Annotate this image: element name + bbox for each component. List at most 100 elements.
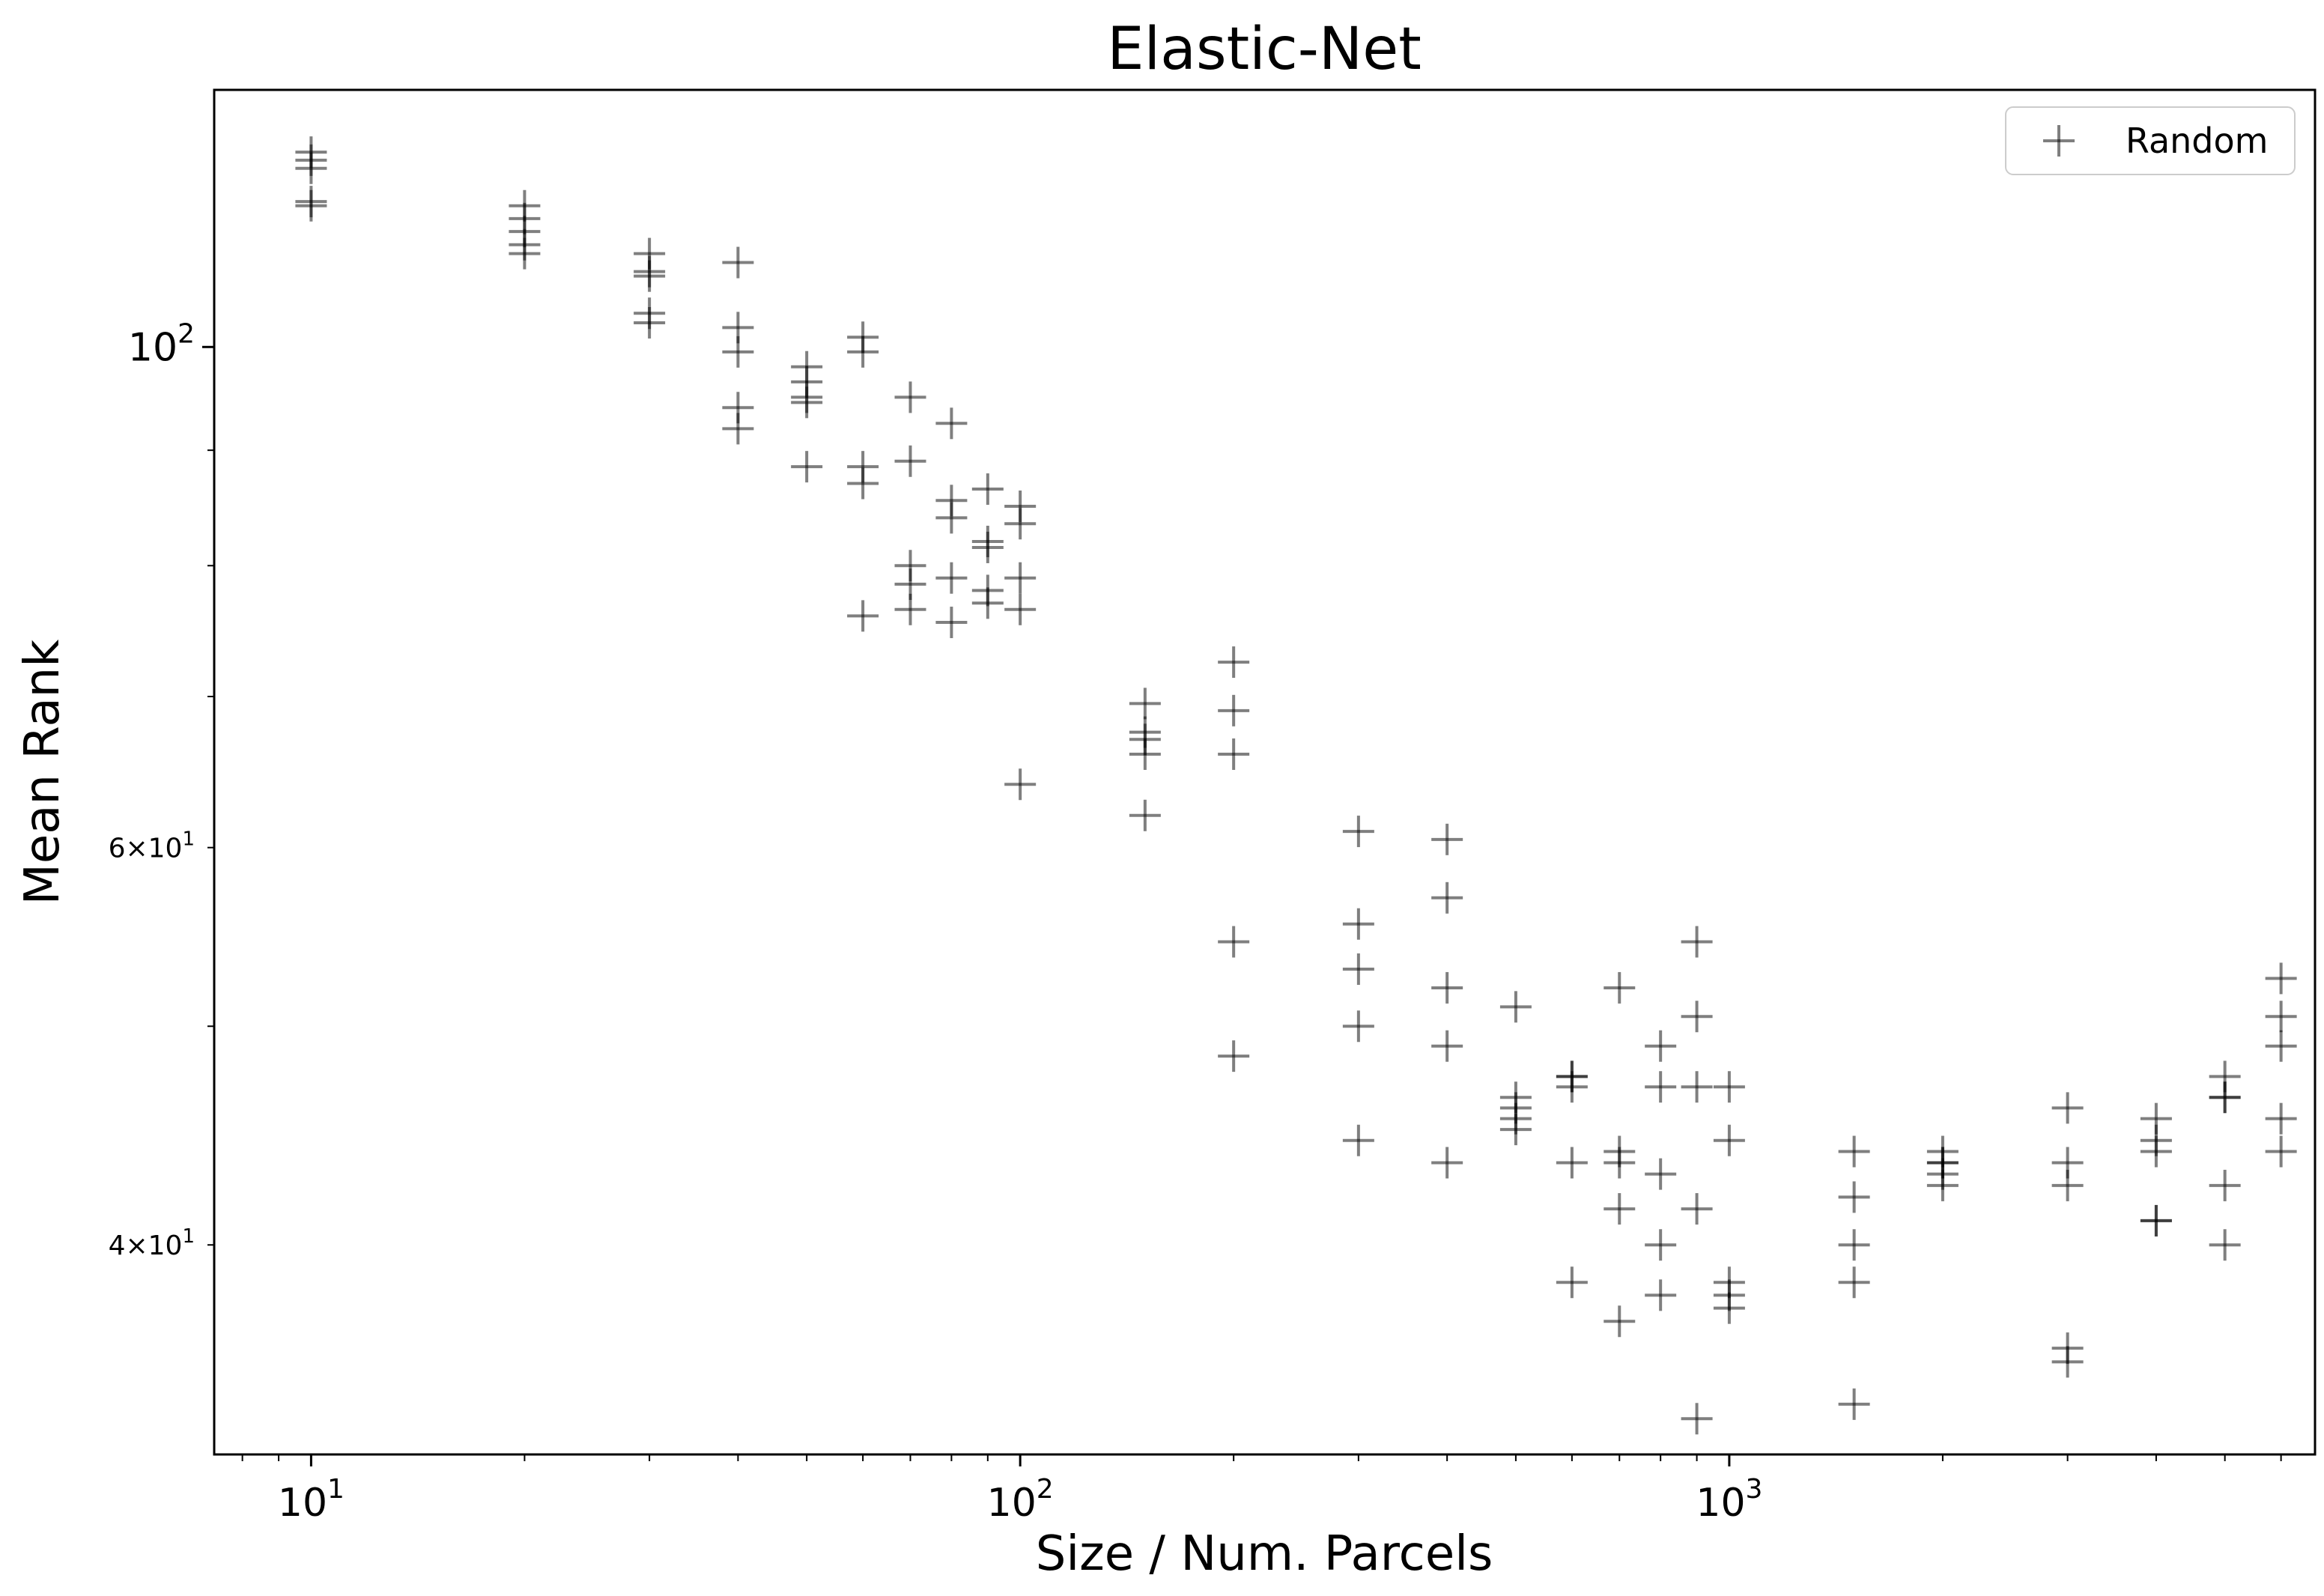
data-point-plus-icon	[1645, 1158, 1677, 1190]
data-point-plus-icon	[1681, 1071, 1713, 1103]
data-point-plus-icon	[1556, 1071, 1588, 1103]
x-axis-label: Size / Num. Parcels	[1036, 1526, 1493, 1582]
data-point-plus-icon	[1004, 768, 1037, 801]
data-point-plus-icon	[2209, 1081, 2241, 1114]
data-point-plus-icon	[1681, 1001, 1713, 1033]
data-point-plus-icon	[722, 246, 754, 279]
data-point-plus-icon	[1604, 1305, 1636, 1338]
data-point-plus-icon	[1342, 953, 1374, 986]
data-point-plus-icon	[1838, 1135, 1870, 1168]
data-point-plus-icon	[1838, 1181, 1870, 1213]
data-point-plus-icon	[634, 260, 666, 292]
data-point-plus-icon	[791, 451, 823, 483]
data-point-plus-icon	[935, 607, 968, 639]
data-point-plus-icon	[971, 587, 1004, 619]
data-point-plus-icon	[509, 237, 541, 270]
data-point-plus-icon	[1556, 1266, 1588, 1299]
data-point-plus-icon	[295, 152, 327, 184]
data-point-plus-icon	[2265, 1135, 2297, 1168]
data-point-plus-icon	[2265, 962, 2297, 995]
data-point-plus-icon	[1218, 646, 1250, 679]
data-point-plus-icon	[847, 467, 879, 500]
x-tick-label: 102	[987, 1474, 1054, 1526]
data-point-plus-icon	[1645, 1071, 1677, 1103]
data-point-plus-icon	[847, 600, 879, 632]
data-point-plus-icon	[1004, 562, 1037, 594]
data-point-plus-icon	[1431, 823, 1463, 855]
data-point-plus-icon	[2265, 1030, 2297, 1062]
data-point-plus-icon	[1218, 694, 1250, 726]
legend-label: Random	[2126, 121, 2268, 161]
data-point-plus-icon	[1431, 971, 1463, 1004]
legend-box	[2005, 106, 2296, 175]
data-point-plus-icon	[1218, 926, 1250, 958]
data-point-plus-icon	[1342, 1124, 1374, 1156]
data-point-plus-icon	[971, 473, 1004, 506]
data-point-plus-icon	[1838, 1266, 1870, 1299]
data-point-plus-icon	[935, 502, 968, 534]
data-point-plus-icon	[722, 413, 754, 445]
data-point-plus-icon	[847, 336, 879, 368]
data-point-plus-icon	[2140, 1135, 2172, 1168]
data-point-plus-icon	[634, 306, 666, 339]
data-point-plus-icon	[2051, 1346, 2084, 1378]
data-point-plus-icon	[1431, 1030, 1463, 1062]
data-point-plus-icon	[1645, 1229, 1677, 1261]
data-point-plus-icon	[894, 445, 926, 477]
data-points	[295, 136, 2297, 1435]
data-point-plus-icon	[2265, 1102, 2297, 1135]
data-point-plus-icon	[1645, 1279, 1677, 1311]
data-point-plus-icon	[1681, 1193, 1713, 1225]
data-point-plus-icon	[894, 593, 926, 625]
data-point-plus-icon	[1342, 816, 1374, 848]
data-point-plus-icon	[2051, 1092, 2084, 1124]
data-point-plus-icon	[791, 386, 823, 419]
data-point-plus-icon	[1556, 1147, 1588, 1179]
chart-title: Elastic-Net	[1107, 16, 1422, 83]
data-point-plus-icon	[1838, 1229, 1870, 1261]
data-point-plus-icon	[1499, 991, 1532, 1023]
legend: Random	[2005, 106, 2296, 175]
data-point-plus-icon	[935, 562, 968, 594]
y-tick-label: 4×101	[109, 1225, 195, 1261]
data-point-plus-icon	[1681, 926, 1713, 958]
data-point-plus-icon	[1342, 1010, 1374, 1043]
y-axis-label: Mean Rank	[15, 640, 70, 905]
data-point-plus-icon	[1004, 593, 1037, 625]
data-point-plus-icon	[894, 381, 926, 413]
data-point-plus-icon	[1499, 1114, 1532, 1146]
legend-marker-plus-icon	[2043, 125, 2075, 157]
data-point-plus-icon	[1926, 1169, 1959, 1201]
data-point-plus-icon	[1713, 1292, 1745, 1324]
data-point-plus-icon	[1681, 1403, 1713, 1435]
data-point-plus-icon	[2265, 1001, 2297, 1033]
data-point-plus-icon	[1713, 1071, 1745, 1103]
data-point-plus-icon	[1645, 1030, 1677, 1062]
data-point-plus-icon	[1129, 799, 1161, 831]
data-point-plus-icon	[2209, 1229, 2241, 1261]
plot-area-frame	[213, 88, 2317, 1456]
data-point-plus-icon	[1604, 1147, 1636, 1179]
data-point-plus-icon	[1129, 738, 1161, 770]
data-point-plus-icon	[1604, 971, 1636, 1004]
data-point-plus-icon	[2140, 1204, 2172, 1237]
data-point-plus-icon	[2209, 1169, 2241, 1201]
data-point-plus-icon	[1431, 1147, 1463, 1179]
y-axis-ticks: 102 6×101 4×101	[109, 318, 214, 1261]
data-point-plus-icon	[1342, 908, 1374, 940]
y-tick-label: 6×101	[109, 828, 195, 864]
data-point-plus-icon	[2051, 1169, 2084, 1201]
data-point-plus-icon	[722, 336, 754, 368]
data-point-plus-icon	[1218, 1040, 1250, 1072]
data-point-plus-icon	[1838, 1388, 1870, 1420]
data-point-plus-icon	[1129, 688, 1161, 720]
data-point-plus-icon	[1218, 738, 1250, 770]
data-point-plus-icon	[1004, 508, 1037, 540]
data-point-plus-icon	[971, 531, 1004, 563]
data-point-plus-icon	[295, 189, 327, 222]
data-point-plus-icon	[1431, 882, 1463, 914]
data-point-plus-icon	[1604, 1193, 1636, 1225]
data-point-plus-icon	[1713, 1124, 1745, 1156]
